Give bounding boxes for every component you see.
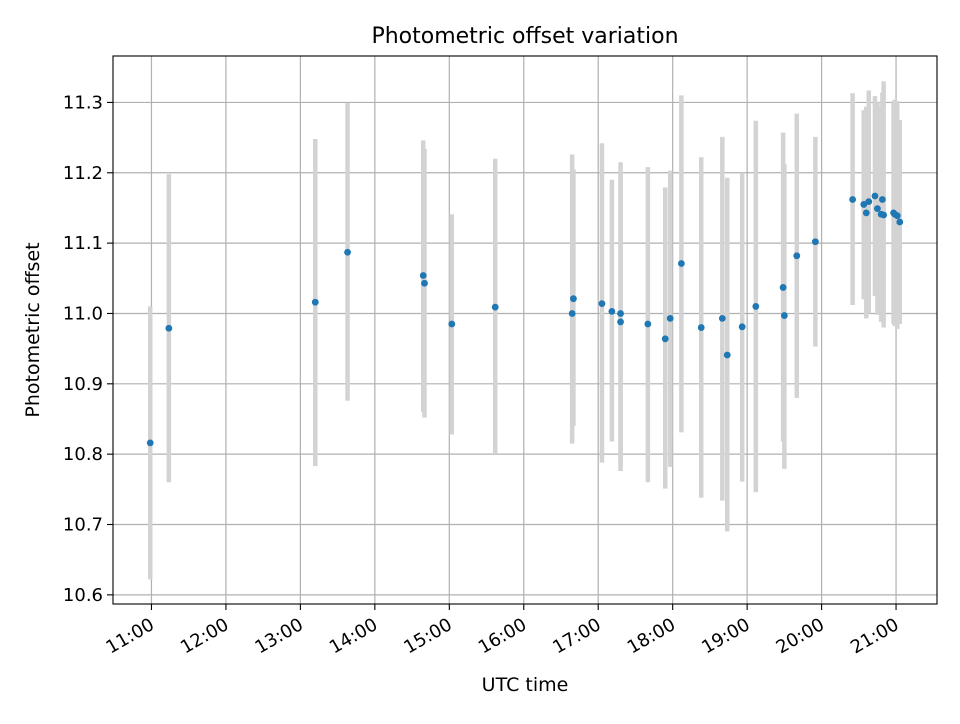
- x-axis-label: UTC time: [482, 674, 569, 696]
- y-tick-label: 10.9: [63, 374, 103, 395]
- data-point: [421, 279, 428, 287]
- data-point: [893, 212, 901, 220]
- data-point: [880, 211, 888, 219]
- data-point: [608, 307, 616, 315]
- data-point: [865, 198, 873, 206]
- y-tick-label: 11.0: [63, 303, 103, 324]
- data-point: [644, 320, 652, 328]
- data-point: [718, 314, 726, 322]
- data-point: [878, 196, 886, 203]
- data-point: [860, 201, 868, 208]
- y-tick-label: 10.6: [63, 585, 103, 606]
- data-point: [666, 314, 674, 322]
- data-point: [874, 205, 881, 213]
- y-tick-label: 10.7: [63, 515, 103, 536]
- chart-title: Photometric offset variation: [371, 24, 678, 49]
- data-point: [568, 310, 576, 317]
- data-point: [793, 252, 801, 260]
- data-point: [617, 310, 624, 317]
- data-point: [896, 218, 904, 226]
- data-point: [448, 320, 456, 328]
- data-point: [780, 312, 788, 319]
- data-point: [569, 295, 577, 303]
- data-point: [617, 318, 624, 326]
- data-point: [146, 439, 154, 447]
- plot-frame: [112, 55, 938, 605]
- data-point: [419, 272, 427, 279]
- data-point: [738, 323, 746, 331]
- data-point: [849, 196, 857, 203]
- data-point: [752, 303, 760, 310]
- data-point: [697, 324, 705, 331]
- data-point: [344, 248, 351, 256]
- y-tick-label: 11.1: [63, 233, 103, 254]
- data-point: [677, 260, 685, 267]
- y-axis-label: Photometric offset: [22, 242, 44, 417]
- point-layer: [146, 192, 904, 447]
- data-point: [598, 300, 606, 308]
- y-tick-label: 11.3: [63, 92, 103, 113]
- data-point: [661, 335, 669, 343]
- y-tick-label: 11.2: [63, 163, 103, 184]
- data-point: [165, 324, 173, 332]
- data-point: [871, 192, 879, 200]
- y-tick-label: 10.8: [63, 444, 103, 465]
- data-point: [862, 209, 870, 217]
- data-point: [311, 298, 319, 306]
- data-point: [723, 351, 731, 359]
- data-point: [491, 303, 499, 311]
- data-point: [779, 284, 787, 291]
- data-point: [811, 238, 819, 246]
